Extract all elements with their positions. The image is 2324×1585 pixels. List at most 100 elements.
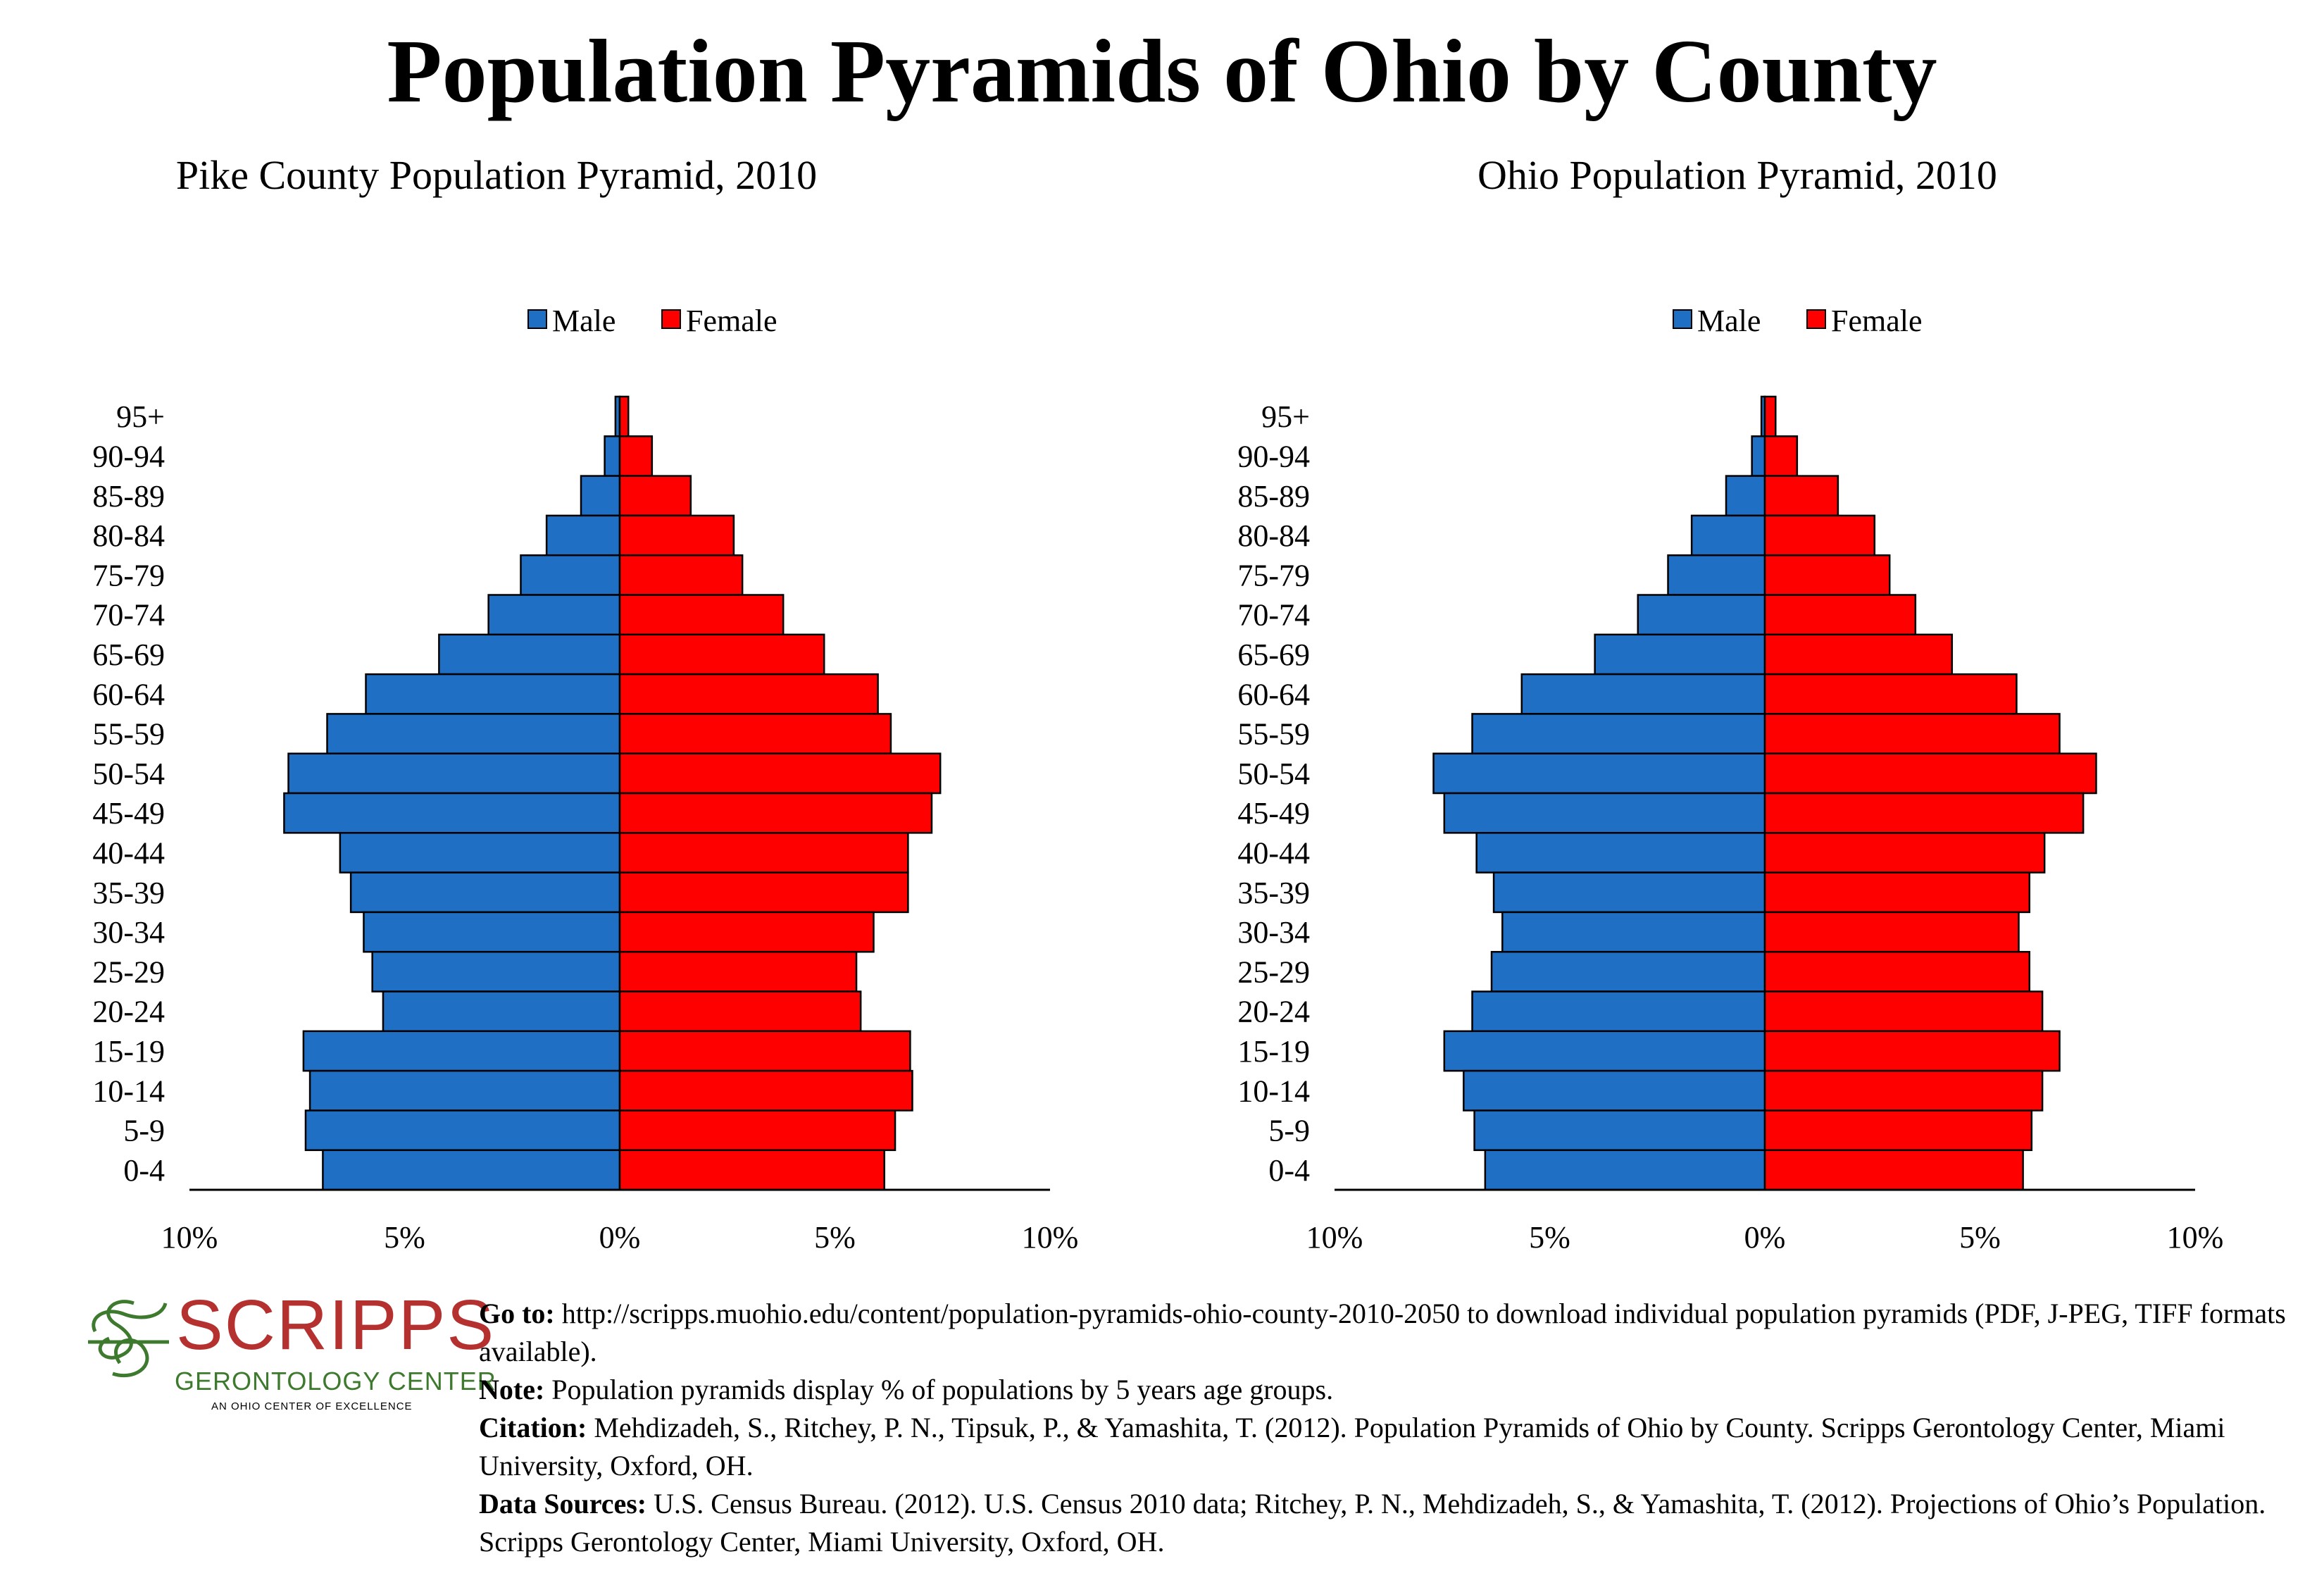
age-group-label: 40-44: [1237, 835, 1310, 870]
female-bar: [1763, 911, 2020, 953]
female-bar: [618, 475, 692, 517]
male-bar: [322, 1149, 621, 1191]
female-bar: [1763, 950, 2031, 993]
age-group-label: 80-84: [92, 518, 165, 553]
male-bar: [1463, 1069, 1766, 1112]
male-bar: [1475, 832, 1766, 874]
female-bar: [1763, 395, 1777, 437]
age-group-label: 60-64: [92, 677, 165, 711]
age-group-label: 0-4: [1268, 1153, 1310, 1188]
age-group-label: 55-59: [92, 717, 165, 752]
male-bar: [326, 713, 621, 754]
citation-label: Citation:: [479, 1412, 587, 1443]
x-tick-label: 10%: [2167, 1220, 2224, 1255]
male-bar: [1637, 594, 1766, 636]
age-group-label: 10-14: [92, 1074, 165, 1108]
male-bar: [1520, 673, 1766, 715]
female-bar: [1763, 633, 1954, 676]
x-tick-label: 10%: [161, 1220, 218, 1255]
age-group-label: 95+: [1261, 399, 1310, 434]
x-tick-label: 5%: [1529, 1220, 1570, 1255]
male-bar: [604, 435, 621, 477]
x-tick-label: 10%: [1306, 1220, 1363, 1255]
logo-name: SCRIPPS: [176, 1286, 496, 1365]
female-bar: [618, 633, 825, 676]
logo-tagline: AN OHIO CENTER OF EXCELLENCE: [211, 1400, 413, 1412]
female-bar: [618, 395, 630, 437]
male-bar: [1667, 554, 1766, 596]
age-group-label: 95+: [116, 399, 165, 434]
note-line: Note: Population pyramids display % of p…: [479, 1371, 2310, 1409]
note-label: Note:: [479, 1374, 545, 1405]
notes-block: Go to: http://scripps.muohio.edu/content…: [479, 1295, 2310, 1561]
male-bar: [1594, 633, 1766, 676]
legend-female-swatch: [661, 309, 681, 329]
x-tick-label: 0%: [1744, 1220, 1786, 1255]
logo-subtitle: GERONTOLOGY CENTER: [175, 1367, 496, 1396]
male-bar: [1492, 871, 1766, 914]
male-bar: [308, 1069, 621, 1112]
female-bar: [1763, 673, 2018, 715]
male-bar: [1484, 1149, 1766, 1191]
age-group-label: 5-9: [1268, 1114, 1310, 1148]
scripps-swirl-icon: [88, 1300, 169, 1378]
age-group-label: 10-14: [1237, 1074, 1310, 1108]
female-bar: [618, 1030, 911, 1072]
male-bar: [580, 475, 621, 517]
legend-male-swatch: [1673, 309, 1692, 329]
female-bar: [618, 911, 875, 953]
age-group-label: 50-54: [1237, 757, 1310, 791]
age-group-label: 90-94: [1237, 439, 1310, 473]
female-bar: [618, 1110, 897, 1151]
pyramid-charts: Pike County Population Pyramid, 2010 Male…: [92, 152, 2224, 1255]
male-bar: [302, 1030, 621, 1072]
female-bar: [618, 554, 744, 596]
age-group-label: 85-89: [1237, 479, 1310, 514]
male-bar: [487, 594, 621, 636]
female-bar: [1763, 594, 1917, 636]
age-group-label: 5-9: [123, 1114, 165, 1148]
age-group-label: 45-49: [1237, 796, 1310, 831]
note-text: Population pyramids display % of populat…: [544, 1374, 1334, 1405]
age-group-label: 70-74: [1237, 598, 1310, 633]
male-bar: [1432, 752, 1766, 795]
female-bar: [1763, 792, 2085, 834]
male-bar: [1751, 435, 1766, 477]
age-group-label: 15-19: [92, 1034, 165, 1069]
age-group-label: 90-94: [92, 439, 165, 473]
female-bar: [618, 990, 862, 1033]
legend-female-swatch: [1806, 309, 1826, 329]
female-bar: [618, 950, 858, 993]
age-group-label: 15-19: [1237, 1034, 1310, 1069]
goto-note: Go to: http://scripps.muohio.edu/content…: [479, 1295, 2310, 1371]
x-tick-label: 5%: [384, 1220, 425, 1255]
sources-label: Data Sources:: [479, 1488, 647, 1519]
female-bar: [618, 1069, 913, 1112]
citation-note: Citation: Mehdizadeh, S., Ritchey, P. N.…: [479, 1409, 2310, 1485]
male-bar: [304, 1110, 621, 1151]
age-group-label: 85-89: [92, 479, 165, 514]
male-bar: [1443, 792, 1766, 834]
female-bar: [618, 435, 654, 477]
male-bar: [1471, 713, 1766, 754]
age-group-label: 70-74: [92, 598, 165, 633]
age-group-label: 75-79: [1237, 558, 1310, 592]
age-group-label: 20-24: [92, 995, 165, 1029]
sources-text: U.S. Census Bureau. (2012). U.S. Census …: [479, 1488, 2266, 1558]
male-bar: [1443, 1030, 1766, 1072]
legend-female-label: Female: [686, 304, 777, 338]
scripps-logo: SCRIPPS GERONTOLOGY CENTER AN OHIO CENTE…: [85, 1286, 496, 1412]
legend-female-label: Female: [1831, 304, 1923, 338]
male-bar: [520, 554, 621, 596]
female-bar: [1763, 435, 1799, 477]
male-bar: [1725, 475, 1766, 517]
male-bar: [382, 990, 621, 1033]
male-bar: [363, 911, 621, 953]
male-bar: [438, 633, 621, 676]
chart-title: Ohio Population Pyramid, 2010: [1478, 152, 1997, 198]
female-bar: [1763, 1069, 2044, 1112]
age-group-label: 55-59: [1237, 717, 1310, 752]
age-group-label: 50-54: [92, 757, 165, 791]
female-bar: [1763, 475, 1839, 517]
age-group-label: 0-4: [123, 1153, 165, 1188]
